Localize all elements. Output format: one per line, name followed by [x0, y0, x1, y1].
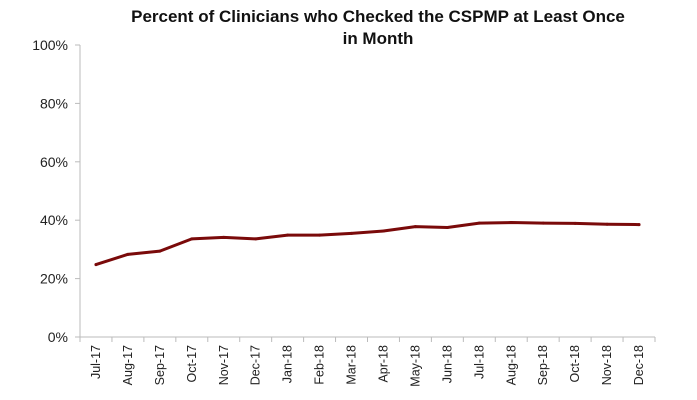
data-point	[445, 226, 449, 229]
x-tick-label: Dec-18	[632, 345, 646, 385]
x-tick-label: Nov-18	[600, 345, 614, 385]
x-tick-label: Jul-18	[472, 345, 486, 379]
data-point	[413, 225, 417, 229]
y-tick-label: 80%	[40, 95, 68, 111]
x-tick-label: Dec-17	[249, 345, 263, 385]
x-tick-label: Jan-18	[281, 345, 295, 383]
data-point	[637, 223, 641, 227]
x-tick-label: Apr-18	[376, 345, 390, 383]
x-tick-label: Jul-17	[89, 345, 103, 379]
x-tick-label: Oct-18	[568, 345, 582, 383]
data-point	[477, 221, 481, 225]
data-point	[350, 231, 354, 235]
data-point	[573, 221, 577, 225]
x-tick-label: Oct-17	[185, 345, 199, 383]
data-point	[254, 237, 258, 241]
chart-title-line-1: Percent of Clinicians who Checked the CS…	[131, 7, 625, 26]
x-tick-label: Aug-18	[504, 345, 518, 385]
data-point	[190, 237, 194, 241]
data-point	[541, 221, 545, 225]
y-tick-label: 100%	[32, 37, 68, 53]
data-point	[318, 233, 322, 237]
data-point	[222, 235, 226, 239]
series-line	[94, 221, 641, 267]
x-tick-label: Nov-17	[217, 345, 231, 385]
x-tick-label: Feb-18	[313, 345, 327, 385]
x-tick-label: Jun-18	[440, 345, 454, 383]
y-tick-label: 60%	[40, 154, 68, 170]
x-tick-label: Mar-18	[345, 345, 359, 385]
x-tick-label: Sep-17	[153, 345, 167, 385]
data-point	[509, 221, 513, 225]
data-point	[381, 229, 385, 233]
x-tick-label: Aug-17	[121, 345, 135, 385]
y-tick-label: 20%	[40, 271, 68, 287]
data-point	[605, 222, 609, 226]
x-tick-label: Sep-18	[536, 345, 550, 385]
y-tick-label: 0%	[48, 329, 68, 345]
x-tick-label: May-18	[408, 345, 422, 387]
data-point	[94, 263, 98, 267]
data-point	[286, 233, 290, 237]
data-point	[126, 252, 130, 256]
chart-title-line-2: in Month	[343, 29, 414, 48]
y-tick-label: 40%	[40, 212, 68, 228]
data-point	[158, 249, 162, 253]
